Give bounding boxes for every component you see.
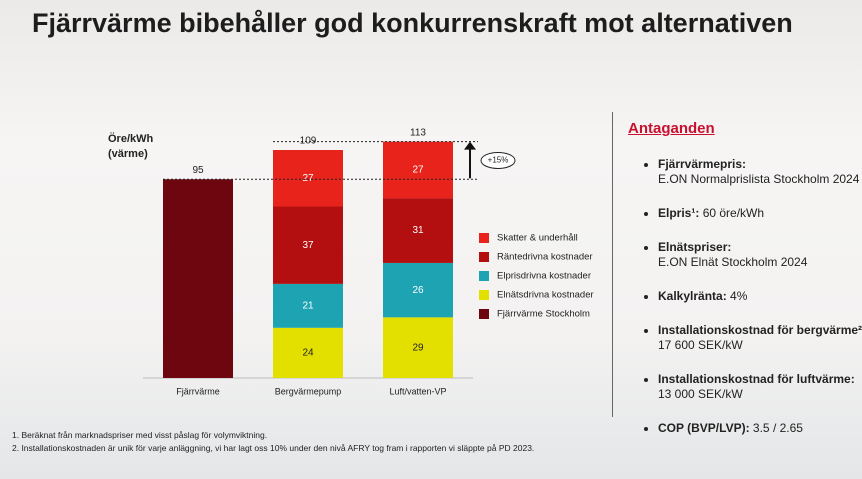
assumption-label: Installationskostnad för luftvärme: [658, 372, 855, 386]
bar-segment [163, 179, 233, 378]
legend-swatch [479, 309, 489, 319]
y-axis-label: Öre/kWh [108, 132, 154, 145]
data-label: 31 [412, 225, 424, 236]
footnote: 2. Installationskostnaden är unik för va… [12, 443, 534, 453]
assumption: Elnätspriser:E.ON Elnät Stockholm 2024 [658, 240, 862, 270]
data-label: 27 [412, 165, 424, 176]
assumption-list: Fjärrvärmepris:E.ON Normalprislista Stoc… [628, 157, 862, 436]
assumption-value: E.ON Elnät Stockholm 2024 [658, 255, 807, 269]
assumption: COP (BVP/LVP): 3.5 / 2.65 [658, 421, 862, 436]
assumption-label: Elnätspriser: [658, 240, 731, 254]
legend-swatch [479, 290, 489, 300]
x-tick-label: Bergvärmepump [275, 386, 342, 396]
assumption: Fjärrvärmepris:E.ON Normalprislista Stoc… [658, 157, 862, 187]
legend-swatch [479, 252, 489, 262]
footnote: 1. Beräknat från marknadspriser med viss… [12, 430, 267, 440]
assumption-label: Kalkylränta: [658, 289, 727, 303]
x-tick-label: Fjärrvärme [176, 386, 220, 396]
data-label: 27 [302, 173, 314, 184]
data-label: 21 [302, 300, 314, 311]
legend-swatch [479, 271, 489, 281]
data-label: 29 [412, 342, 424, 353]
assumption: Kalkylränta: 4% [658, 289, 862, 304]
legend-label: Räntedrivna kostnader [497, 252, 593, 263]
data-label: 26 [412, 285, 424, 296]
assumption-value: 3.5 / 2.65 [753, 421, 803, 435]
assumption-label: Installationskostnad för bergvärme² [658, 323, 862, 337]
total-label: 113 [410, 127, 426, 138]
total-label: 95 [192, 165, 204, 176]
legend-label: Elprisdrivna kostnader [497, 271, 591, 282]
data-label: 37 [302, 240, 314, 251]
legend-swatch [479, 233, 489, 243]
divider [612, 112, 613, 417]
x-tick-label: Luft/vatten-VP [389, 386, 446, 396]
chart: Öre/kWh (värme) Fjärrvärme 95 Bergvärmepump 2… [0, 0, 612, 479]
assumption-value: 60 öre/kWh [703, 206, 764, 220]
assumption-value: 13 000 SEK/kW [658, 387, 743, 401]
assumption-label: Fjärrvärmepris: [658, 157, 746, 171]
assumption-label: Elpris¹: [658, 206, 699, 220]
assumption: Installationskostnad för luftvärme:13 00… [658, 372, 862, 402]
assumption-value: E.ON Normalprislista Stockholm 2024 [658, 172, 859, 186]
slide: Fjärrvärme bibehåller god konkurrenskraf… [0, 0, 862, 479]
data-label: 24 [302, 348, 314, 359]
assumption: Elpris¹: 60 öre/kWh [658, 206, 862, 221]
legend-label: Skatter & underhåll [497, 233, 578, 244]
legend-label: Fjärrvärme Stockholm [497, 309, 590, 320]
y-axis-label: (värme) [108, 148, 148, 160]
legend-label: Elnätsdrivna kostnader [497, 290, 594, 301]
assumption-label: COP (BVP/LVP): [658, 421, 750, 435]
annotation-arrowhead [464, 142, 476, 150]
assumptions: Antaganden Fjärrvärmepris:E.ON Normalpri… [628, 120, 862, 455]
assumption-value: 17 600 SEK/kW [658, 338, 743, 352]
assumption-value: 4% [730, 289, 747, 303]
assumptions-heading: Antaganden [628, 120, 862, 137]
annotation: +15% [488, 156, 509, 165]
